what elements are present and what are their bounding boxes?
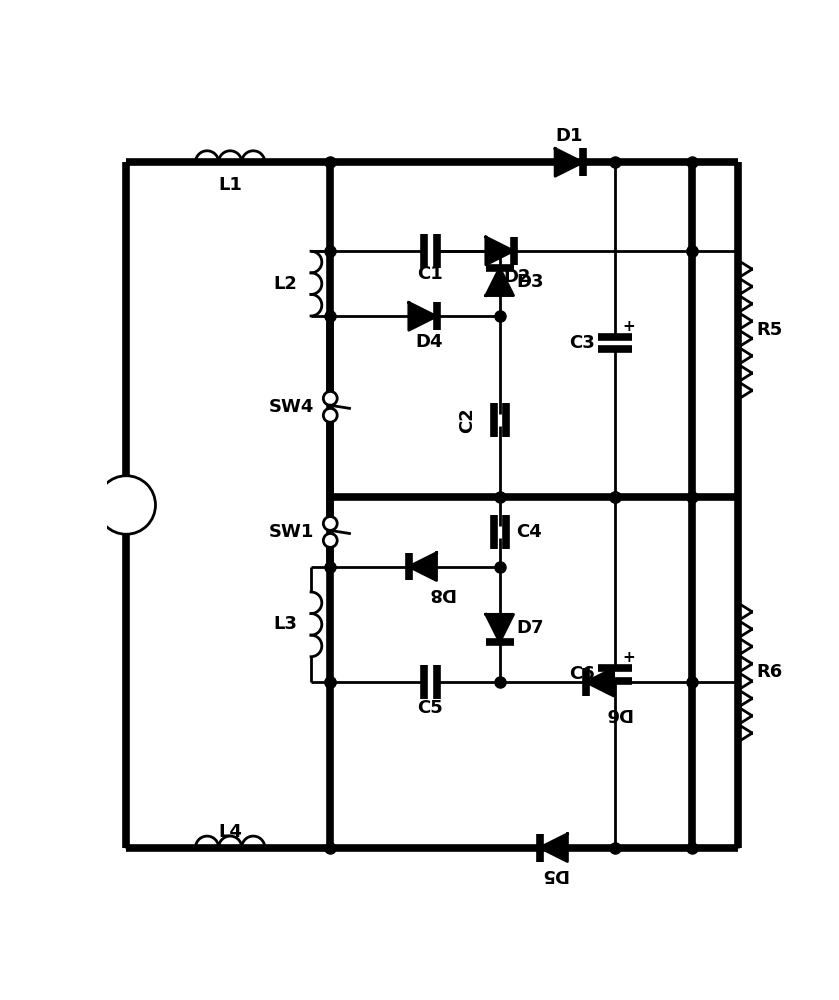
Text: SW1: SW1 [268,523,314,541]
Text: C1: C1 [418,265,443,283]
Text: C3: C3 [569,334,595,352]
Polygon shape [555,148,583,176]
Text: VCC: VCC [109,497,143,512]
Polygon shape [486,268,513,296]
Circle shape [323,391,337,405]
Text: L2: L2 [274,275,297,293]
Text: D7: D7 [517,619,545,637]
Polygon shape [486,237,513,265]
Text: R5: R5 [756,321,782,339]
Text: -: - [117,518,125,536]
Circle shape [323,533,337,547]
Text: D1: D1 [555,127,583,145]
Text: C6: C6 [569,665,595,683]
Text: L1: L1 [218,176,242,194]
Text: C5: C5 [418,699,443,717]
Text: +: + [623,319,635,334]
Text: D6: D6 [603,704,631,722]
Polygon shape [409,553,436,580]
Circle shape [97,476,155,534]
Circle shape [323,517,337,530]
Text: +: + [623,650,635,665]
Text: L4: L4 [218,823,242,841]
Text: D3: D3 [517,273,545,291]
Text: D4: D4 [415,333,442,351]
Circle shape [323,408,337,422]
Text: D5: D5 [539,865,567,883]
Polygon shape [539,834,567,862]
Text: SW4: SW4 [268,398,314,416]
Polygon shape [586,668,613,696]
Text: +: + [124,474,138,492]
Text: C4: C4 [517,523,542,541]
Text: L3: L3 [274,615,297,633]
Text: R6: R6 [756,663,782,681]
Text: D8: D8 [426,584,454,602]
Text: C2: C2 [459,407,477,433]
Text: D2: D2 [503,268,531,286]
Polygon shape [409,302,436,330]
Polygon shape [486,614,513,642]
